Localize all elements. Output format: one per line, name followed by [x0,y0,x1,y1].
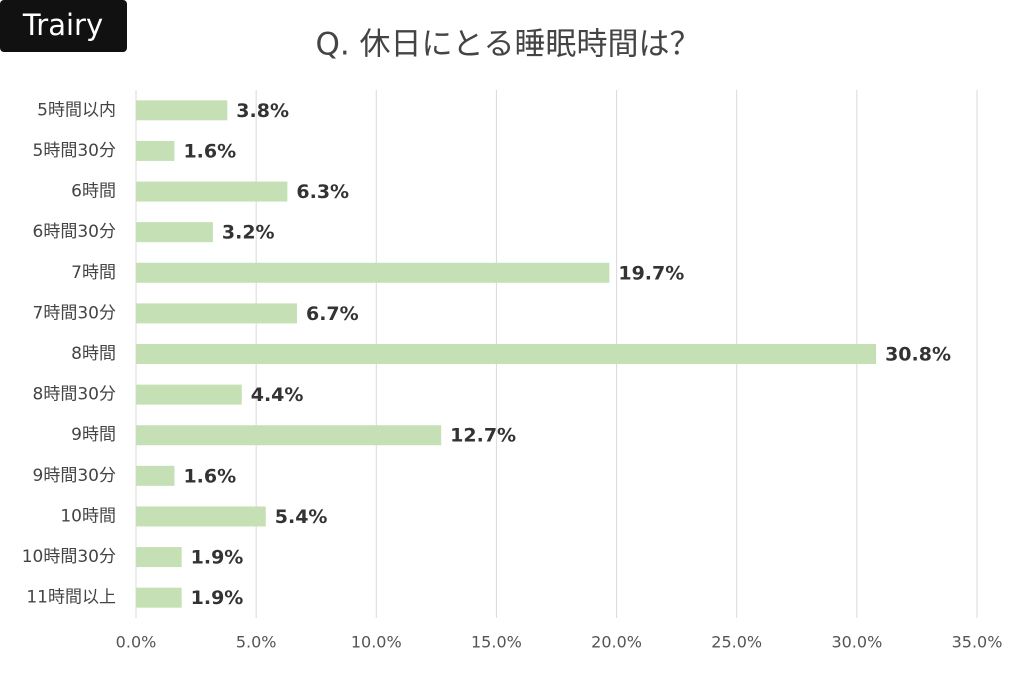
brand-box [0,0,127,52]
value-label: 3.8% [236,100,289,122]
bar [136,303,297,324]
x-tick-label: 10.0% [351,633,402,652]
y-tick-label: 11時間以上 [26,588,116,608]
y-tick-label: 9時間 [71,425,116,445]
bar [136,425,442,446]
value-label: 5.4% [275,506,328,528]
x-tick-label: 20.0% [591,633,642,652]
value-label: 6.7% [306,303,359,325]
x-tick-label: 0.0% [116,633,157,652]
bar [136,140,175,161]
bar [136,181,288,202]
y-tick-label: 7時間30分 [33,303,116,323]
y-tick-label: 5時間30分 [33,141,116,161]
value-label: 1.9% [191,587,244,609]
y-tick-label: 5時間以内 [37,100,116,120]
value-label: 3.2% [222,222,275,244]
x-tick-label: 25.0% [711,633,762,652]
value-label: 4.4% [251,384,304,406]
bar [136,506,266,527]
bar [136,344,877,364]
x-tick-label: 15.0% [471,633,522,652]
x-tick-label: 35.0% [952,633,1003,652]
bar [136,587,182,608]
x-tick-label: 30.0% [831,633,882,652]
y-tick-label: 10時間30分 [22,547,116,567]
y-tick-label: 10時間 [60,506,116,526]
value-label: 1.6% [183,465,236,487]
bar [136,100,228,121]
y-tick-label: 8時間30分 [33,385,116,405]
bar [136,547,182,568]
y-tick-label: 8時間 [71,344,116,364]
y-tick-label: 7時間 [71,263,116,283]
value-label: 12.7% [450,425,516,447]
chart-title: Q. 休日にとる睡眠時間は？ [315,27,700,63]
y-tick-label: 6時間 [71,182,116,202]
value-label: 1.9% [191,547,244,569]
bar [136,262,610,283]
bar [136,465,175,486]
brand: Trairy [22,8,103,42]
value-label: 1.6% [183,140,236,162]
bar [136,384,242,405]
x-tick-label: 5.0% [236,633,277,652]
y-tick-label: 9時間30分 [33,466,116,486]
value-label: 19.7% [618,262,684,284]
value-label: 6.3% [296,181,349,203]
y-tick-label: 6時間30分 [33,222,116,242]
bar [136,222,213,243]
value-label: 30.8% [885,344,951,366]
